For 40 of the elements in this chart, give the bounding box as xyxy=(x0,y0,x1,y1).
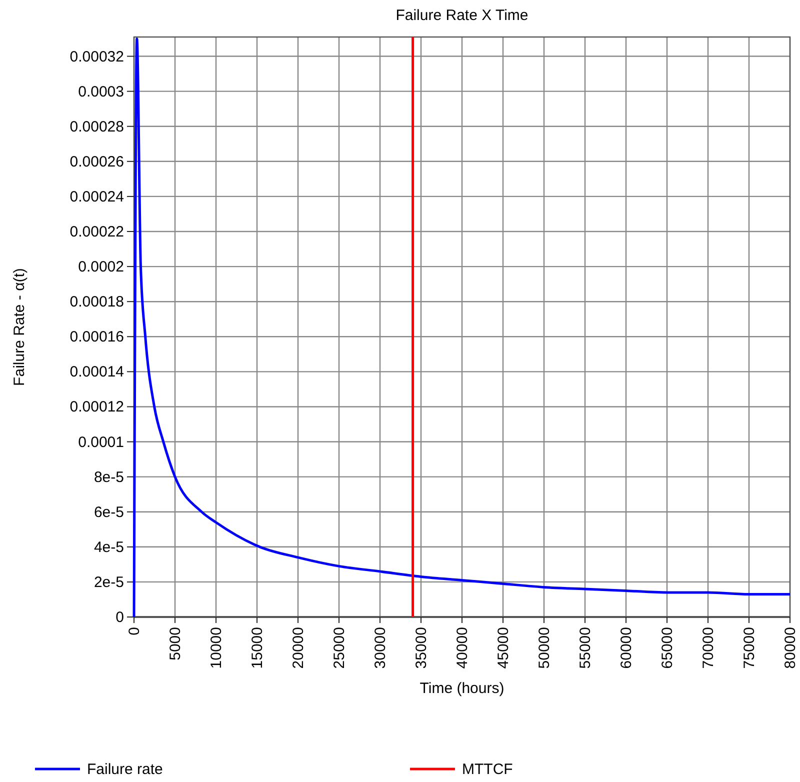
x-tick-label: 40000 xyxy=(454,627,471,669)
x-tick-label: 70000 xyxy=(700,627,717,669)
x-tick-label: 60000 xyxy=(618,627,635,669)
y-tick-label: 0.00022 xyxy=(70,224,124,240)
x-tick-label: 5000 xyxy=(167,627,184,660)
x-tick-label: 15000 xyxy=(249,627,266,669)
x-tick-label: 75000 xyxy=(741,627,758,669)
x-axis-title: Time (hours) xyxy=(420,680,504,697)
y-tick-label: 0.00028 xyxy=(70,118,124,136)
y-tick-label: 0.00014 xyxy=(70,364,124,381)
x-tick-label: 25000 xyxy=(331,627,348,669)
y-tick-label: 2e-5 xyxy=(94,574,124,591)
x-tick-label: 45000 xyxy=(495,627,512,669)
y-tick-label: 0.0001 xyxy=(78,434,124,451)
y-tick-label: 0.00024 xyxy=(70,188,124,206)
y-tick-label: 8e-5 xyxy=(94,468,124,486)
x-tick-label: 20000 xyxy=(290,627,307,669)
x-tick-label: 80000 xyxy=(782,627,799,669)
x-tick-label: 65000 xyxy=(659,627,676,669)
x-tick-label: 0 xyxy=(126,627,143,636)
y-tick-label: 0.00016 xyxy=(70,328,124,346)
y-tick-label: 0.0002 xyxy=(78,258,124,276)
y-axis-title: Failure Rate - α(t) xyxy=(11,268,28,386)
x-tick-label: 35000 xyxy=(413,627,430,669)
legend-label: MTTCF xyxy=(462,761,513,778)
y-tick-label: 0 xyxy=(116,609,124,626)
x-tick-label: 10000 xyxy=(208,627,225,669)
line-series xyxy=(132,38,792,618)
y-tick-label: 0.00032 xyxy=(70,48,124,66)
y-tick-label: 0.00018 xyxy=(70,294,124,311)
y-tick-label: 0.00026 xyxy=(70,153,124,170)
y-tick-label: 6e-5 xyxy=(94,504,124,521)
y-tick-label: 0.0003 xyxy=(78,83,124,100)
chart-title: Failure Rate X Time xyxy=(396,7,528,24)
legend-label: Failure rate xyxy=(87,761,163,778)
x-tick-label: 30000 xyxy=(372,627,389,669)
x-tick-label: 55000 xyxy=(577,627,594,669)
y-tick-label: 4e-5 xyxy=(94,538,124,556)
y-tick-label: 0.00012 xyxy=(70,398,124,416)
x-tick-label: 50000 xyxy=(536,627,553,669)
